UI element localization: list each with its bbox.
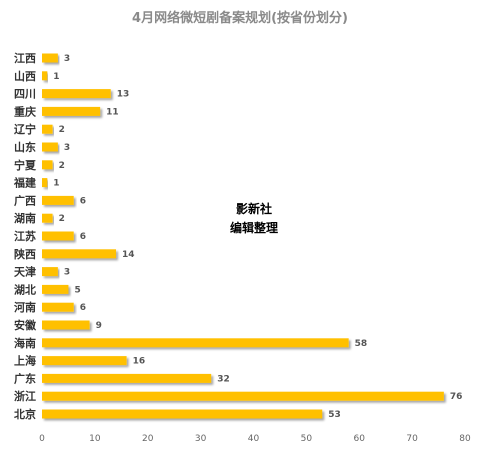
value-label: 53 bbox=[328, 410, 341, 420]
category-label: 湖南 bbox=[14, 211, 36, 225]
bar bbox=[42, 195, 74, 205]
value-label: 2 bbox=[59, 214, 65, 224]
value-label: 11 bbox=[106, 107, 119, 117]
value-label: 6 bbox=[80, 196, 86, 206]
bar bbox=[42, 391, 444, 401]
category-label: 山西 bbox=[14, 69, 36, 83]
x-tick-label: 40 bbox=[248, 434, 260, 444]
category-label: 山东 bbox=[14, 140, 36, 154]
bar bbox=[42, 71, 48, 81]
category-label: 江西 bbox=[14, 51, 36, 65]
category-label: 重庆 bbox=[14, 104, 36, 118]
bar bbox=[42, 267, 58, 277]
x-tick-label: 30 bbox=[195, 434, 207, 444]
x-tick-label: 80 bbox=[459, 434, 471, 444]
bar bbox=[42, 249, 117, 259]
bar bbox=[42, 213, 53, 223]
category-label: 河南 bbox=[14, 300, 36, 314]
bar bbox=[42, 142, 58, 152]
value-label: 2 bbox=[59, 125, 65, 135]
category-label: 北京 bbox=[14, 407, 36, 421]
value-label: 13 bbox=[117, 90, 130, 100]
value-label: 6 bbox=[80, 303, 86, 313]
bar bbox=[42, 409, 323, 419]
category-label: 安徽 bbox=[14, 318, 37, 332]
category-label: 江苏 bbox=[14, 229, 36, 243]
value-label: 14 bbox=[122, 250, 135, 260]
bar bbox=[42, 178, 48, 188]
value-label: 76 bbox=[450, 392, 463, 402]
category-label: 浙江 bbox=[14, 389, 36, 403]
category-label: 海南 bbox=[14, 336, 36, 350]
x-axis-ticks: 0 10 20 30 40 50 60 70 80 bbox=[39, 434, 471, 444]
category-label: 四川 bbox=[14, 88, 36, 101]
value-label: 5 bbox=[74, 285, 80, 295]
bar bbox=[42, 356, 127, 366]
category-label: 湖北 bbox=[14, 282, 36, 296]
chart-title: 4月网络微短剧备案规划(按省份划分) bbox=[132, 10, 348, 26]
value-label: 16 bbox=[133, 357, 146, 367]
bar bbox=[42, 89, 111, 99]
bar bbox=[42, 320, 90, 330]
bar bbox=[42, 338, 349, 348]
category-label: 广东 bbox=[14, 371, 36, 385]
value-label: 6 bbox=[80, 232, 86, 242]
value-label: 58 bbox=[355, 339, 368, 349]
value-label: 32 bbox=[217, 374, 230, 384]
category-label: 宁夏 bbox=[14, 158, 37, 172]
category-label: 上海 bbox=[14, 354, 36, 368]
x-tick-label: 20 bbox=[142, 434, 154, 444]
x-tick-label: 10 bbox=[89, 434, 101, 444]
x-tick-label: 70 bbox=[406, 434, 418, 444]
bar bbox=[42, 124, 53, 134]
bar bbox=[42, 106, 101, 116]
value-label: 1 bbox=[53, 179, 59, 189]
category-label: 福建 bbox=[13, 176, 37, 190]
value-label: 3 bbox=[64, 143, 70, 153]
bars-layer bbox=[42, 53, 444, 419]
value-label: 9 bbox=[96, 321, 102, 331]
bar bbox=[42, 373, 212, 383]
category-label: 辽宁 bbox=[14, 122, 36, 136]
category-labels: 江西山西四川重庆辽宁山东宁夏福建广西湖南江苏陕西天津湖北河南安徽海南上海广东浙江… bbox=[13, 51, 37, 421]
bar bbox=[42, 302, 74, 312]
category-label: 广西 bbox=[14, 193, 36, 207]
category-label: 天津 bbox=[14, 265, 36, 279]
bar bbox=[42, 53, 58, 63]
annotation-line-1: 影新社 bbox=[236, 201, 272, 216]
category-label: 陕西 bbox=[14, 247, 36, 261]
value-label: 3 bbox=[64, 268, 70, 278]
value-label: 2 bbox=[59, 161, 65, 171]
bar bbox=[42, 160, 53, 170]
value-label: 1 bbox=[53, 72, 59, 82]
annotation: 影新社 编辑整理 bbox=[229, 201, 278, 235]
bar bbox=[42, 284, 69, 294]
x-tick-label: 50 bbox=[301, 434, 313, 444]
bar bbox=[42, 231, 74, 241]
x-tick-label: 60 bbox=[354, 434, 366, 444]
x-tick-label: 0 bbox=[39, 434, 45, 444]
annotation-line-2: 编辑整理 bbox=[229, 220, 278, 235]
value-label: 3 bbox=[64, 54, 70, 64]
